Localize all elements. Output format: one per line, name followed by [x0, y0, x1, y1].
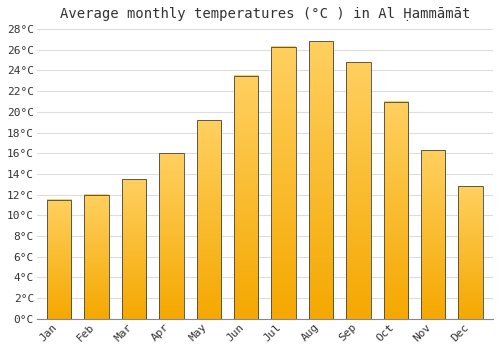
Title: Average monthly temperatures (°C ) in Al Ḥammāmāt: Average monthly temperatures (°C ) in Al… — [60, 7, 470, 21]
Bar — [272, 47, 295, 319]
Bar — [122, 179, 146, 319]
Bar — [47, 200, 72, 319]
Bar — [458, 187, 483, 319]
Bar — [421, 150, 446, 319]
Bar — [346, 62, 370, 319]
Bar — [196, 120, 221, 319]
Bar — [159, 153, 184, 319]
Bar — [84, 195, 108, 319]
Bar — [309, 42, 333, 319]
Bar — [234, 76, 258, 319]
Bar — [384, 102, 408, 319]
